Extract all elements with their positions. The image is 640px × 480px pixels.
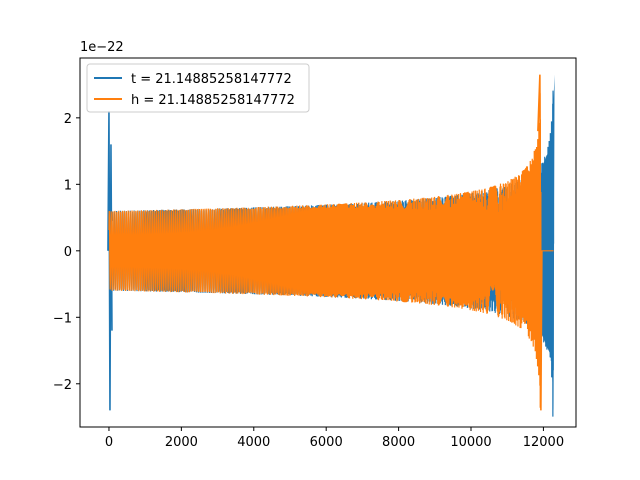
x-tick-label: 4000 (237, 435, 270, 450)
x-tick-label: 2000 (165, 435, 198, 450)
plot-frame (79, 57, 577, 428)
legend-entry-h: h = 21.14885258147772 (131, 93, 295, 108)
x-tick-label: 6000 (310, 435, 343, 450)
series-h-line (108, 93, 554, 408)
y-tick-label: −1 (53, 311, 72, 326)
series-t-start-spike (107, 111, 113, 411)
series-layer (107, 74, 555, 417)
y-tick-label: 1 (64, 178, 72, 193)
legend: t = 21.14885258147772 h = 21.14885258147… (86, 63, 310, 113)
ticks-layer: 0 2000 4000 6000 8000 10000 12000 −2 −1 0 1 2 (53, 112, 564, 450)
x-tick-label: 0 (105, 435, 113, 450)
y-tick-label: 2 (64, 112, 72, 127)
x-tick-label: 10000 (450, 435, 491, 450)
x-tick-label: 8000 (382, 435, 415, 450)
y-tick-label: −2 (53, 378, 72, 393)
legend-entry-t: t = 21.14885258147772 (131, 72, 292, 87)
x-tick-label: 12000 (523, 435, 564, 450)
legend-box (86, 63, 310, 113)
series-h-merger-peak (537, 74, 543, 411)
series-t-merger-burst (541, 74, 555, 411)
y-tick-label: 0 (64, 245, 72, 260)
y-offset-label: 1e−22 (80, 40, 124, 55)
series-h (108, 74, 554, 411)
